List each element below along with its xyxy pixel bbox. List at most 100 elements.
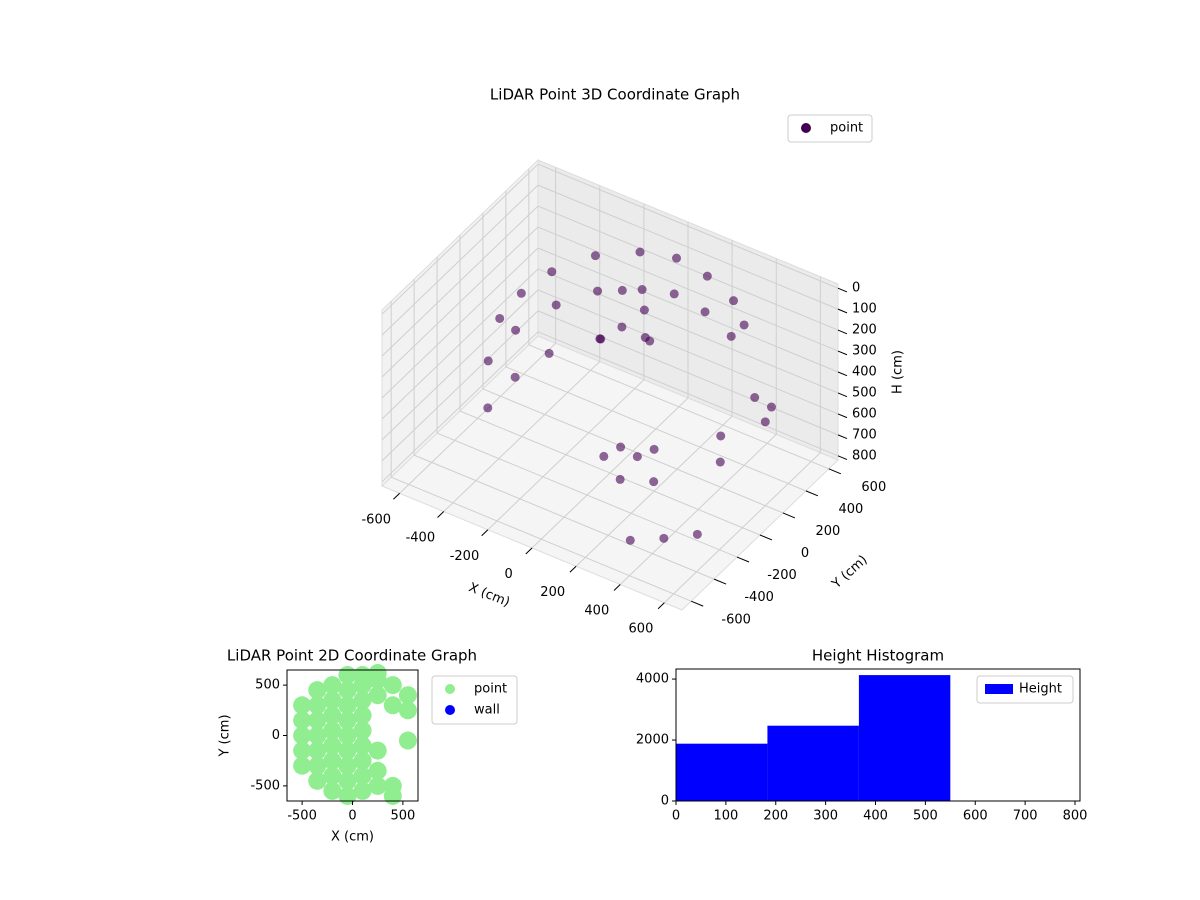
x-tick-label: 200 [763, 809, 788, 824]
point [590, 251, 600, 261]
x-tick [525, 547, 533, 555]
point [702, 271, 712, 281]
z-tick [837, 350, 848, 356]
y-tick [736, 556, 750, 563]
grid-line [381, 268, 539, 420]
legend-marker [445, 705, 455, 715]
point [616, 442, 626, 452]
point [353, 706, 372, 725]
point [398, 731, 417, 750]
y-tick-label: -500 [250, 778, 280, 793]
y-tick [690, 600, 704, 607]
z-tick [837, 392, 848, 398]
point [510, 372, 520, 382]
x-tick [437, 511, 445, 518]
grid-line [381, 205, 539, 357]
point [323, 721, 342, 740]
z-tick-label: 500 [852, 385, 877, 400]
point [639, 305, 649, 315]
point [308, 741, 327, 760]
x-tick-label: 500 [390, 809, 415, 824]
point [645, 336, 655, 346]
point [308, 696, 327, 715]
legend-box [787, 114, 873, 143]
z-tick-label: 400 [852, 365, 877, 380]
grid-line [537, 331, 839, 457]
point [495, 313, 505, 323]
point [398, 686, 417, 705]
point [551, 300, 561, 310]
y-axis-label: Y (cm) [829, 553, 871, 593]
grid-line [537, 310, 839, 436]
point [716, 431, 726, 441]
z-tick [837, 308, 848, 314]
point [353, 736, 372, 755]
x-tick-label: 0 [672, 809, 680, 824]
point [692, 529, 702, 539]
point [353, 766, 372, 785]
x-tick-label: -500 [287, 809, 317, 824]
z-axis-label: H (cm) [891, 350, 906, 394]
grid-line [482, 388, 784, 514]
point [353, 781, 372, 800]
point [323, 766, 342, 785]
point [649, 477, 659, 487]
point [637, 285, 647, 295]
legend-label: point [830, 121, 863, 136]
point [338, 771, 357, 790]
point [483, 403, 493, 413]
point [760, 417, 770, 427]
point [729, 296, 739, 306]
z-tick [837, 413, 848, 419]
grid-line [390, 476, 692, 602]
grid-line [537, 268, 839, 394]
y-tick [782, 512, 796, 519]
x-tick-label: 800 [1063, 809, 1088, 824]
grid-line [537, 205, 839, 331]
y-tick-label: 200 [816, 524, 841, 539]
grid-line [537, 247, 839, 373]
point [547, 267, 557, 277]
point [649, 444, 659, 454]
z-tick-label: 700 [852, 427, 877, 442]
z-tick [837, 287, 848, 293]
y-tick-label: 0 [661, 794, 669, 809]
point [750, 393, 760, 402]
point [635, 247, 645, 257]
x-tick-label: 0 [504, 567, 512, 582]
point [323, 676, 342, 695]
x-tick-label: 700 [1013, 809, 1038, 824]
x-tick-label: -600 [361, 512, 391, 527]
point [338, 696, 357, 715]
point [615, 474, 625, 484]
point [368, 686, 387, 705]
point [632, 452, 642, 462]
grid-line [459, 410, 761, 536]
x-axis-label: X (cm) [466, 580, 511, 610]
grid-line [505, 366, 807, 492]
point [293, 756, 312, 775]
point [293, 696, 312, 715]
point [308, 756, 327, 775]
point [593, 286, 603, 296]
x-tick-label: 0 [348, 809, 356, 824]
z-tick-label: 200 [852, 323, 877, 338]
legend-box [976, 675, 1074, 704]
y-axis-label: Y (cm) [218, 714, 233, 757]
point [293, 741, 312, 760]
y-tick [759, 534, 773, 541]
x-tick-label: 400 [584, 603, 609, 618]
x-tick-label: 400 [863, 809, 888, 824]
y-tick-label: 2000 [636, 733, 669, 748]
grid-line [537, 184, 839, 310]
grid-line [381, 289, 539, 441]
point [338, 666, 357, 685]
legend-label: wall [474, 703, 500, 718]
grid-line [381, 310, 539, 462]
grid-line [381, 184, 539, 336]
point [383, 676, 402, 695]
point [383, 696, 402, 715]
x-tick-label: 600 [629, 622, 654, 637]
point [338, 786, 357, 805]
